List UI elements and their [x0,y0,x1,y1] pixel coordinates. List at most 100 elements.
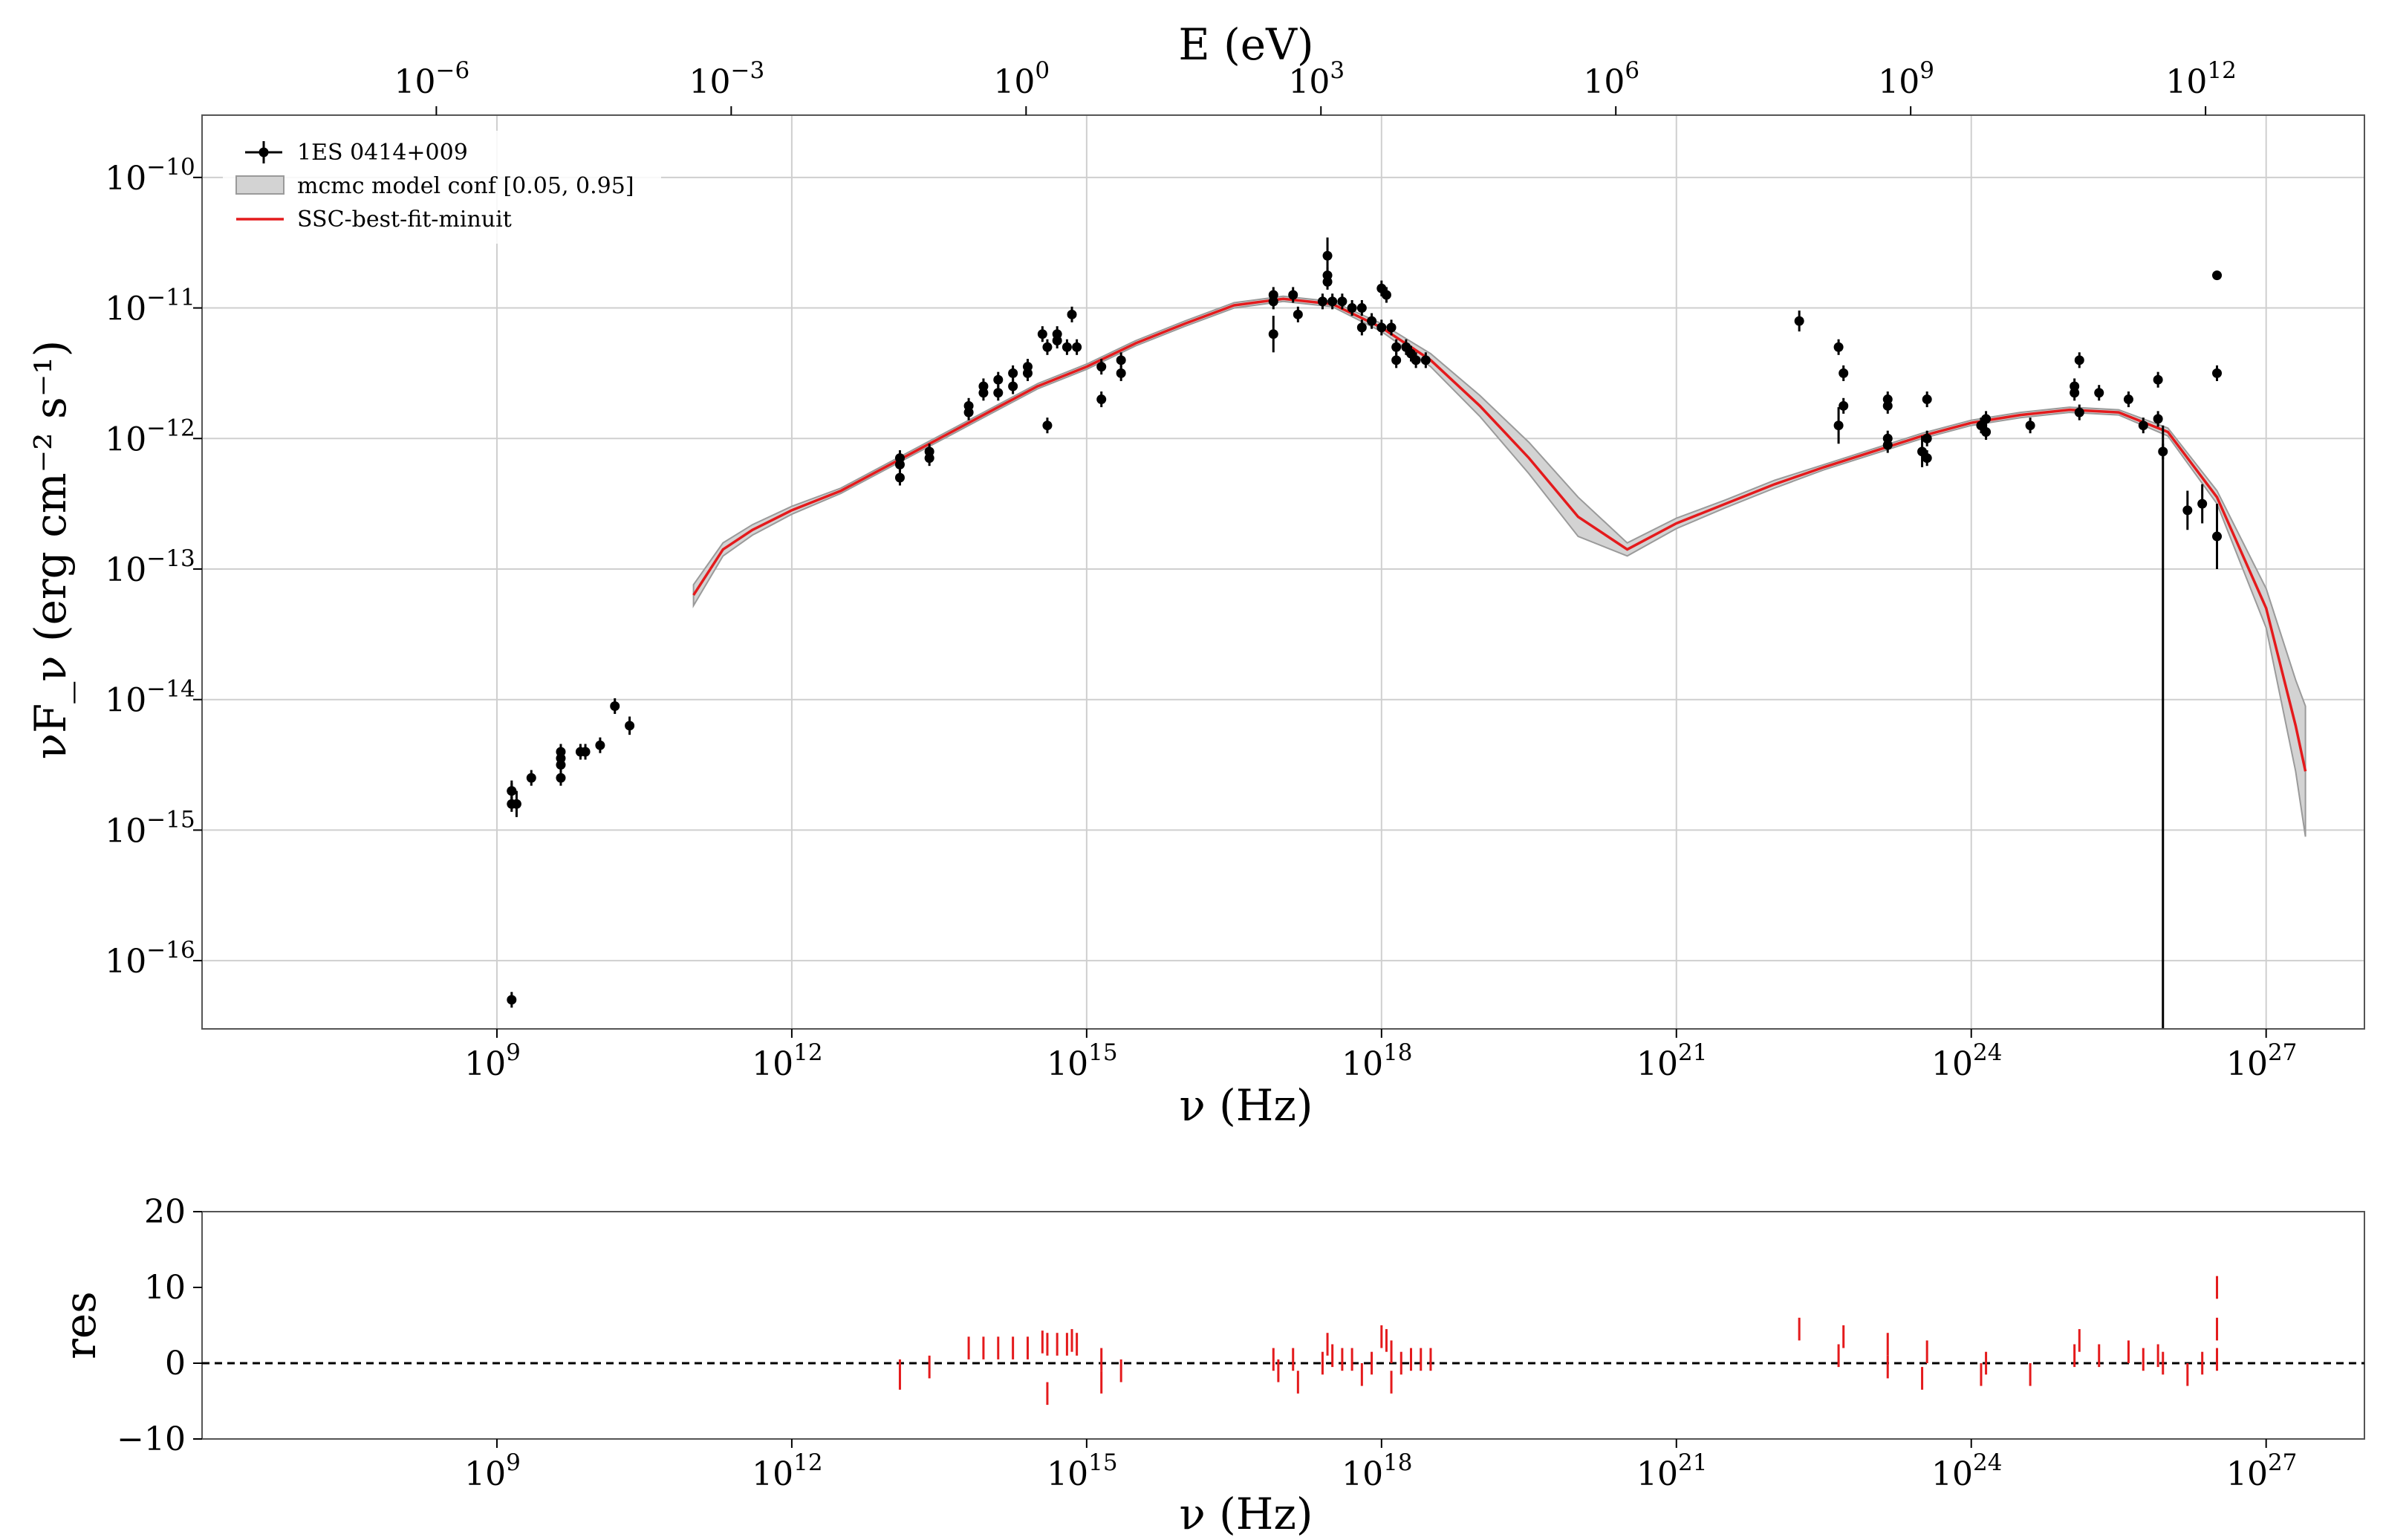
legend-label: 1ES 0414+009 [297,140,468,166]
data-point [2212,270,2223,281]
data-point [1322,276,1333,287]
data-point [2138,420,2148,431]
data-point [1317,296,1327,307]
data-point [1072,342,1082,352]
data-point [2158,446,2168,457]
top-tick-label: 100 [993,57,1050,101]
data-point [1116,355,1126,365]
data-point [963,407,974,418]
data-point [625,721,635,731]
main-axes-frame [201,114,2365,1030]
data-point [1381,290,1391,300]
x-tick-label: 109 [464,1039,521,1083]
data-point [1922,394,1932,405]
y-tick-label: 10−15 [105,806,195,850]
res-x-axis-title: ν (Hz) [1179,1489,1313,1539]
legend-box [223,131,661,244]
data-point [1376,322,1387,333]
data-point [1981,414,1992,424]
data-point [1386,322,1397,333]
y-tick-label: 10−13 [105,545,195,589]
res-y-tick-label: 0 [165,1345,186,1383]
residual-panel: 109 1012 1015 1018 1021 1024 1027 20 10 0 −10 ν (Hz… [55,1193,2365,1539]
y-tick-label: 10−14 [105,676,195,720]
data-point [511,799,521,809]
x-tick-label: 1018 [1342,1039,1412,1083]
data-point [1367,316,1377,326]
data-point [1337,296,1347,307]
data-point [1042,420,1053,431]
data-point [894,472,905,483]
legend-marker-band [235,175,285,195]
res-x-tick-label: 1015 [1047,1449,1117,1493]
data-point [2123,394,2133,405]
data-point [1052,335,1062,345]
data-point [1293,309,1303,319]
data-point [1096,362,1107,372]
data-point [1981,426,1992,437]
top-axis-title: E (eV) [1178,19,1313,70]
data-point [1096,394,1107,405]
data-point [1833,342,1844,352]
data-point [2153,414,2163,424]
top-tick-label: 109 [1878,57,1934,101]
data-point [1882,440,1893,450]
top-tick-label: 10−3 [689,57,764,101]
data-point [507,995,517,1005]
data-point [610,701,620,711]
data-point [1882,400,1893,411]
data-point [1833,420,1844,431]
data-point [1922,453,1932,464]
y-tick-label: 10−12 [105,415,195,458]
data-point [1042,342,1053,352]
x-tick-label: 1021 [1636,1039,1707,1083]
res-x-tick-label: 1024 [1931,1449,2002,1493]
data-point [1420,355,1431,365]
top-tick-label: 1012 [2165,57,2236,101]
y-axis-title: νF_ν (erg cm⁻² s⁻¹) [25,340,76,759]
res-x-tick-label: 1021 [1636,1449,1707,1493]
res-x-tick-label: 109 [464,1449,521,1493]
data-point [1839,400,1849,411]
data-point [1067,309,1077,319]
res-y-tick-label: −10 [117,1420,186,1458]
data-point [1347,303,1357,313]
data-point [2212,531,2223,542]
res-y-axis-title: res [55,1291,105,1359]
res-x-tick-label: 1012 [752,1449,822,1493]
data-point [1062,342,1072,352]
data-point [1008,381,1018,392]
data-point [507,786,517,796]
data-point [2074,355,2084,365]
mcmc-confidence-band [692,295,2306,837]
residual-axes-frame [201,1211,2365,1440]
top-tick-label: 106 [1583,57,1639,101]
x-tick-label: 1024 [1931,1039,2002,1083]
data-point [1356,303,1367,313]
x-tick-label: 1012 [752,1039,822,1083]
x-tick-label: 1027 [2226,1039,2297,1083]
data-point [595,740,605,750]
data-point [1268,296,1278,307]
ssc-best-fit-curve [692,297,2307,772]
data-point [1356,322,1367,333]
data-point [1391,355,1402,365]
data-point [1008,368,1018,378]
data-point [2212,368,2223,378]
data-point [1411,355,1421,365]
data-point [1327,296,1338,307]
data-point [556,760,566,770]
data-point [2074,407,2084,418]
y-tick-label: 10−16 [105,937,195,981]
legend-marker-point [259,147,269,157]
data-point [1288,290,1298,300]
data-point [1322,250,1333,261]
data-point [2070,388,2080,398]
res-y-tick-label: 10 [144,1269,186,1307]
data-point [993,374,1004,385]
x-tick-label: 1015 [1047,1039,1117,1083]
data-point [993,388,1004,398]
data-point [1922,433,1932,444]
data-point [2197,498,2208,509]
y-tick-label: 10−10 [105,154,195,198]
